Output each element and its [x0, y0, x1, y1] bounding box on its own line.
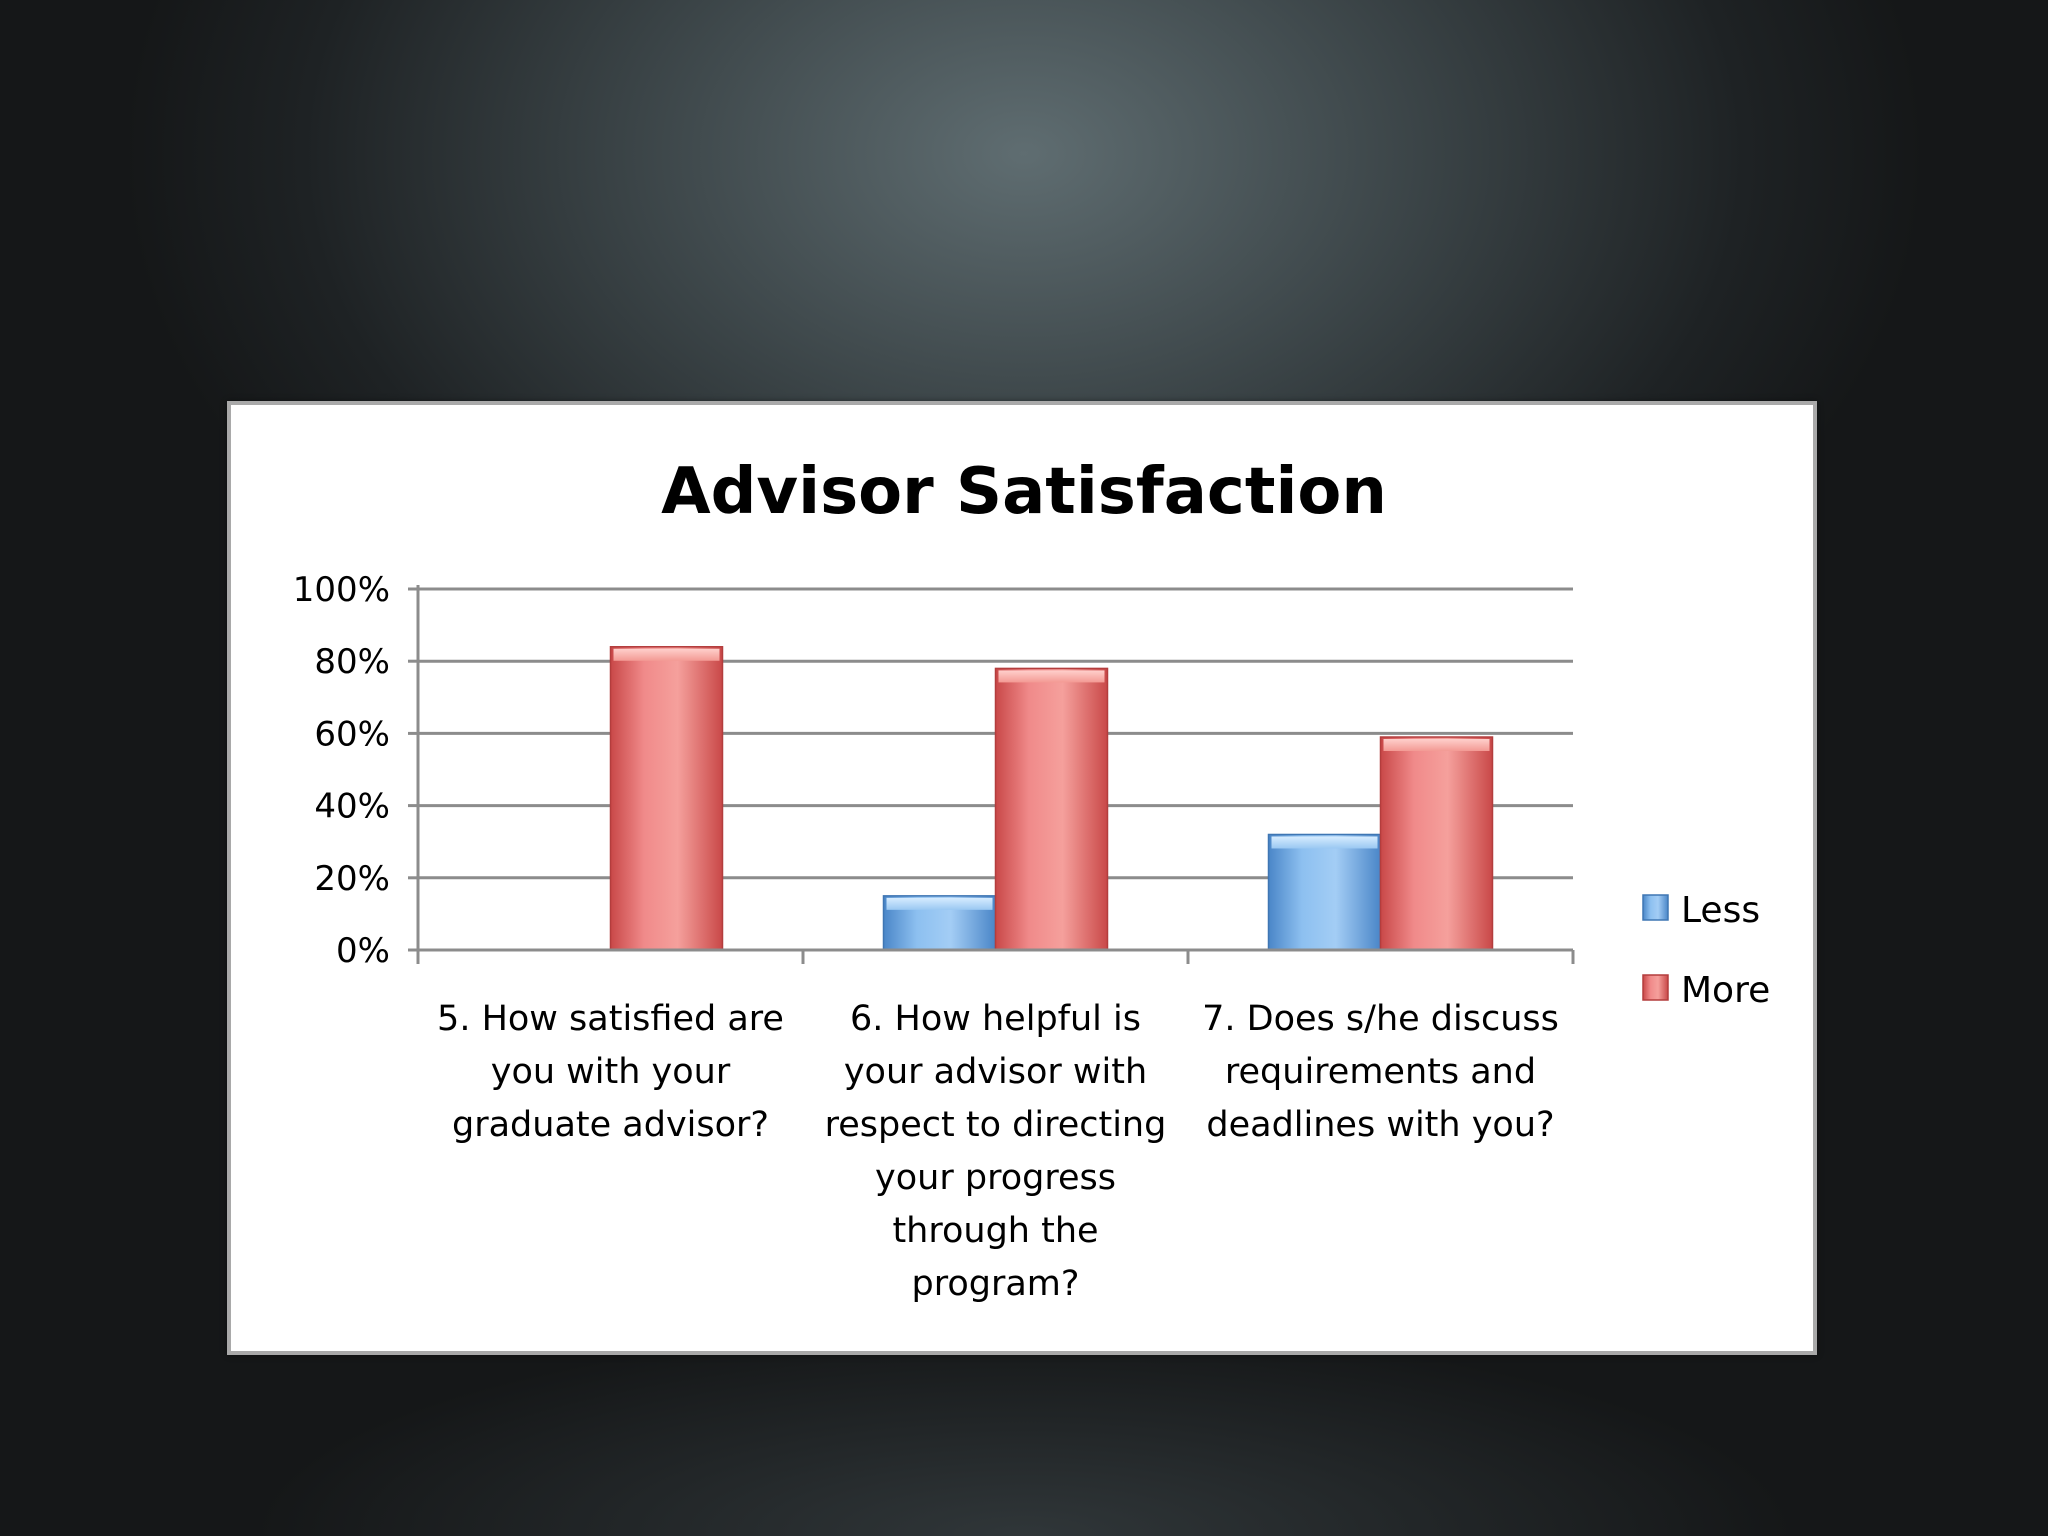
- bar-more: [1379, 736, 1494, 951]
- bars: [609, 646, 1494, 951]
- y-axis-ticks: 0% 20% 40% 60% 80% 100%: [293, 570, 418, 971]
- bar-more: [609, 646, 724, 951]
- x-axis-labels: 5. How satisfied are you with your graduat…: [437, 999, 1559, 1304]
- bar-less: [882, 895, 997, 951]
- legend-item-more: More: [1642, 970, 1770, 1011]
- y-tick-label: 60%: [314, 714, 390, 754]
- chart-panel: Advisor Satisfaction 0% 20% 40% 60% 80% 100% …: [227, 401, 1817, 1355]
- x-category-label: 6. How helpful is your advisor with respec…: [825, 999, 1167, 1304]
- x-category-label: 5. How satisfied are you with your graduat…: [437, 999, 784, 1145]
- legend-label: Less: [1681, 890, 1760, 931]
- legend-item-less: Less: [1642, 890, 1760, 931]
- legend-swatch: [1642, 894, 1669, 921]
- y-tick-label: 40%: [314, 787, 390, 827]
- chart-title: Advisor Satisfaction: [661, 455, 1387, 529]
- bar-less: [1267, 833, 1382, 951]
- y-tick-label: 100%: [293, 570, 390, 610]
- y-tick-label: 20%: [314, 859, 390, 899]
- y-tick-label: 0%: [336, 931, 390, 971]
- chart: Advisor Satisfaction 0%20%40%60%80%100% …: [293, 455, 1770, 1304]
- legend-swatch: [1642, 974, 1669, 1001]
- y-tick-label: 80%: [314, 642, 390, 682]
- x-category-label: 7. Does s/he discuss requirements and dead…: [1202, 999, 1559, 1145]
- legend-label: More: [1681, 970, 1770, 1011]
- legend: Less More: [1642, 890, 1770, 1011]
- bar-more: [994, 667, 1109, 951]
- axes: [416, 585, 1575, 964]
